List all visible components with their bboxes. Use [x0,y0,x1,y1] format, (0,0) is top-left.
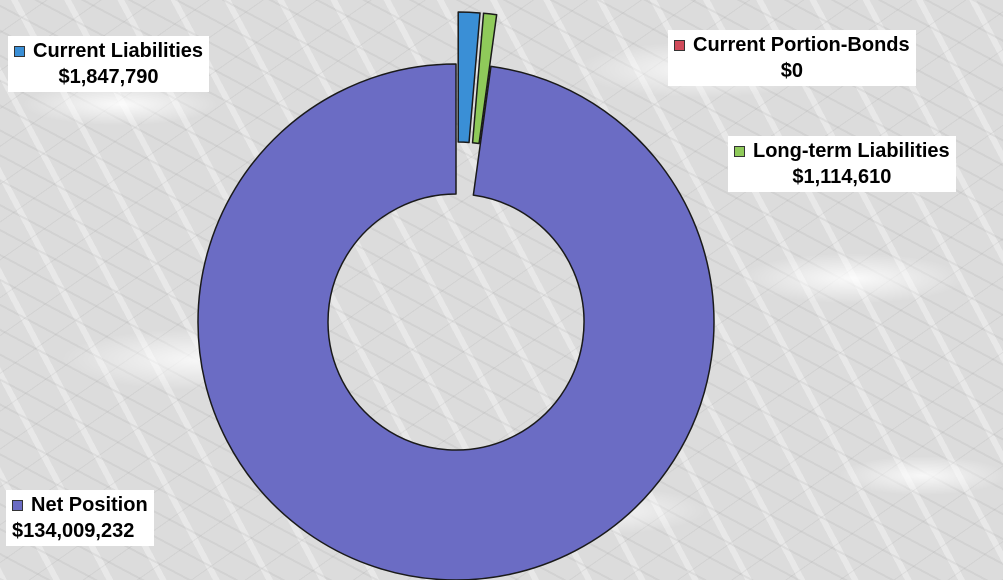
swatch-current-liabilities [14,45,25,57]
slice-long-term-liabilities [471,12,498,145]
slice-net-position [197,63,715,580]
label-value: $1,114,610 [792,166,892,188]
label-name: Long-term Liabilities [753,140,950,162]
label-value: $1,847,790 [58,66,159,88]
swatch-current-portion-bonds [674,39,685,51]
label-name: Current Liabilities [33,40,204,62]
label-name: Net Position [31,494,148,516]
swatch-long-term-liabilities [734,145,745,157]
swatch-net-position [12,499,23,511]
label-net-position: Net Position $134,009,232 [6,490,154,546]
label-value: $0 [780,60,803,82]
label-current-portion-bonds: Current Portion-Bonds $0 [668,30,916,86]
slice-current-liabilities [457,11,481,144]
label-value: $134,009,232 [12,520,135,542]
label-name: Current Portion-Bonds [693,34,910,56]
label-long-term-liabilities: Long-term Liabilities $1,114,610 [728,136,956,192]
label-current-liabilities: Current Liabilities $1,847,790 [8,36,210,92]
